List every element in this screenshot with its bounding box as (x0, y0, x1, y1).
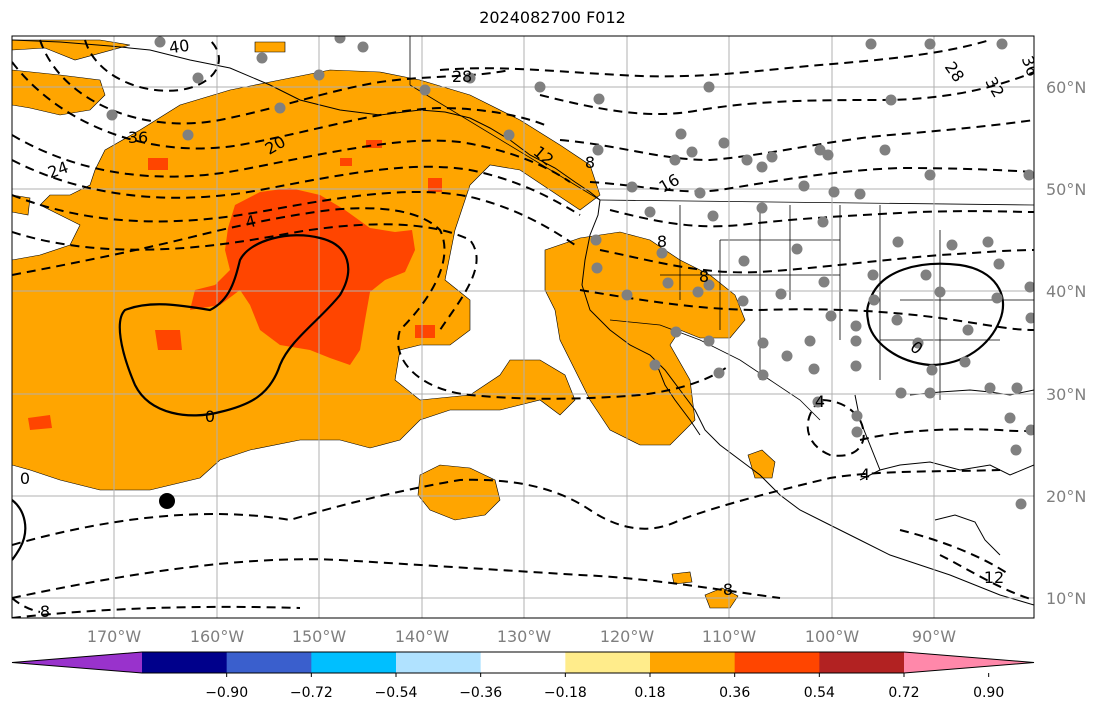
contour-label: 4 (860, 465, 870, 484)
observation-stations (106, 36, 1034, 510)
lon-label: 110°W (702, 627, 757, 646)
colorbar-segment (480, 652, 566, 673)
contour-label: 8 (585, 153, 595, 172)
shaded-region-orangered (28, 140, 442, 430)
colorbar-segment (650, 652, 736, 673)
colorbar-tick-label: −0.54 (375, 685, 418, 701)
contour-label: 0 (205, 407, 215, 426)
lat-label: 40°N (1046, 282, 1086, 301)
lon-label: 90°W (912, 627, 956, 646)
lon-label: 130°W (497, 627, 552, 646)
lon-label: 140°W (395, 627, 450, 646)
dashed-contours (12, 39, 1034, 618)
lon-label: 120°W (600, 627, 655, 646)
lat-label: 20°N (1046, 487, 1086, 506)
political-borders (409, 36, 1034, 421)
lat-label: 50°N (1046, 180, 1086, 199)
marker-dot (159, 493, 175, 509)
colorbar-segment (226, 652, 312, 673)
colorbar-segment (142, 652, 228, 673)
colorbar-extend-high (904, 652, 1034, 673)
colorbar-extend-low (12, 652, 142, 673)
colorbar-tick-label: −0.36 (459, 685, 502, 701)
contour-label: 8 (723, 580, 733, 599)
colorbar-segment (565, 652, 651, 673)
longitude-labels: 170°W 160°W 150°W 140°W 130°W 120°W 110°W 100°W… (87, 627, 956, 646)
colorbar-segment (311, 652, 397, 673)
contour-label: 12 (984, 568, 1004, 587)
colorbar-tick-label: −0.90 (205, 685, 248, 701)
map-title: 2024082700 F012 (479, 8, 626, 27)
contour-label: 36 (128, 128, 148, 147)
contour-label: 8 (40, 602, 50, 621)
colorbar-tick-label: 0.36 (719, 685, 750, 701)
colorbar-tick-label: 0.18 (634, 685, 665, 701)
contour-label: 8 (657, 232, 667, 251)
colorbar-outline (11, 651, 1035, 674)
lon-label: 100°W (805, 627, 860, 646)
contour-label: 28 (452, 67, 472, 86)
colorbar (11, 651, 1035, 674)
colorbar-segment (734, 652, 820, 673)
contour-label: 40 (168, 36, 191, 58)
colorbar-tick-label: 0.54 (804, 685, 835, 701)
contour-label: 8 (699, 267, 709, 286)
lon-label: 150°W (292, 627, 347, 646)
contour-label: 0 (20, 469, 30, 488)
colorbar-tick-label: −0.72 (290, 685, 333, 701)
lat-label: 10°N (1046, 589, 1086, 608)
solid-zero-contours (12, 234, 1005, 561)
colorbar-tick-labels: −0.90 −0.72 −0.54 −0.36 −0.18 0.18 0.36 0.54 0.7… (205, 673, 1004, 701)
colorbar-tick-label: −0.18 (544, 685, 587, 701)
lat-label: 30°N (1046, 385, 1086, 404)
lat-label: 60°N (1046, 78, 1086, 97)
colorbar-segment (396, 652, 482, 673)
contour-label: 4 (815, 392, 825, 411)
colorbar-segment (819, 652, 905, 673)
graticule (12, 36, 1034, 618)
contour-label: 4 (243, 211, 258, 232)
latitude-labels: 60°N 50°N 40°N 30°N 20°N 10°N (1046, 78, 1086, 608)
map-frame (11, 35, 1035, 619)
lon-label: 170°W (87, 627, 142, 646)
lon-label: 160°W (190, 627, 245, 646)
coastlines (12, 39, 1034, 606)
colorbar-tick-label: 0.90 (973, 685, 1004, 701)
colorbar-tick-label: 0.72 (888, 685, 919, 701)
